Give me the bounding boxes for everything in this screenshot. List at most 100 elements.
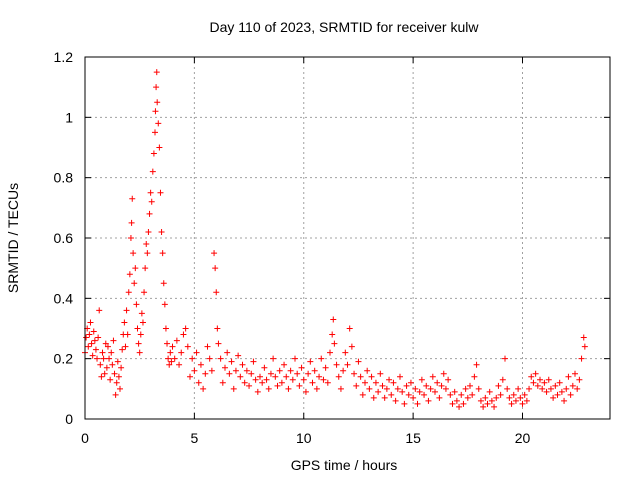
data-point [257, 373, 263, 380]
y-tick-label: 0 [65, 411, 73, 427]
data-point [107, 376, 114, 383]
data-point [337, 385, 344, 392]
data-point [313, 385, 320, 392]
data-point [165, 355, 172, 362]
data-point [359, 391, 366, 398]
data-point [329, 331, 336, 338]
data-point [287, 367, 294, 374]
data-point [161, 301, 168, 308]
data-point [148, 198, 155, 205]
data-point [480, 403, 487, 410]
data-point [208, 367, 215, 374]
data-point [267, 370, 274, 377]
data-point [152, 108, 159, 115]
data-point [100, 355, 107, 362]
data-point [333, 361, 340, 368]
data-point [142, 265, 149, 272]
data-point [405, 391, 412, 398]
data-point [90, 328, 97, 335]
data-point [482, 394, 489, 401]
data-point [193, 349, 200, 356]
data-point [263, 376, 270, 383]
data-point [162, 325, 169, 332]
data-point [399, 388, 406, 395]
data-point [157, 189, 164, 196]
data-point [248, 370, 255, 377]
data-point [167, 349, 174, 356]
data-point [318, 355, 325, 362]
data-point [191, 367, 198, 374]
data-point [219, 379, 226, 386]
data-point [451, 388, 458, 395]
data-point [150, 150, 157, 157]
data-point [226, 370, 233, 377]
data-point [113, 379, 120, 386]
data-point [261, 364, 268, 371]
data-point [117, 385, 123, 392]
data-point [412, 385, 419, 392]
data-point [561, 397, 568, 404]
data-point [176, 361, 183, 368]
data-point [460, 400, 467, 407]
data-point [112, 391, 119, 398]
data-point [270, 355, 277, 362]
data-point [111, 370, 118, 377]
data-point [517, 394, 524, 401]
data-point [254, 388, 261, 395]
data-point [133, 301, 140, 308]
data-point [499, 376, 506, 383]
data-point [127, 235, 134, 241]
data-point [246, 382, 253, 389]
data-point [85, 343, 92, 350]
data-point [230, 385, 237, 392]
data-point [434, 379, 441, 386]
data-point [486, 388, 493, 395]
data-point [344, 361, 351, 368]
data-point [99, 349, 106, 356]
data-point [143, 241, 150, 248]
data-point [95, 334, 102, 341]
data-point [106, 355, 113, 362]
data-point [138, 310, 145, 317]
data-point [403, 382, 410, 389]
data-point [102, 340, 109, 347]
data-point [250, 358, 257, 365]
data-point [134, 325, 141, 332]
data-point [109, 361, 116, 368]
data-point [491, 403, 498, 410]
data-point [508, 400, 515, 407]
data-point [530, 379, 537, 386]
data-point [552, 382, 559, 389]
data-point [211, 250, 218, 257]
data-point [232, 367, 239, 374]
data-point [302, 388, 309, 395]
data-point [526, 385, 533, 392]
data-point [164, 340, 171, 347]
data-point [462, 385, 469, 392]
data-point [515, 385, 522, 392]
data-points [82, 69, 588, 410]
data-point [184, 343, 191, 350]
data-point [429, 373, 436, 380]
data-point [340, 367, 347, 374]
data-point [136, 349, 143, 356]
data-point [550, 394, 557, 401]
data-point [342, 349, 349, 356]
data-point [132, 265, 139, 272]
data-point [241, 379, 248, 386]
data-point [156, 144, 163, 151]
data-point [169, 343, 176, 350]
data-point [86, 331, 93, 338]
data-point [108, 349, 115, 356]
data-point [414, 400, 421, 407]
data-point [130, 250, 137, 257]
data-point [228, 358, 235, 365]
x-tick-label: 0 [81, 430, 89, 446]
data-point [265, 385, 272, 392]
data-point [512, 397, 519, 404]
data-point [94, 355, 101, 362]
data-point [213, 289, 220, 296]
data-point [153, 84, 160, 91]
data-point [421, 391, 428, 398]
